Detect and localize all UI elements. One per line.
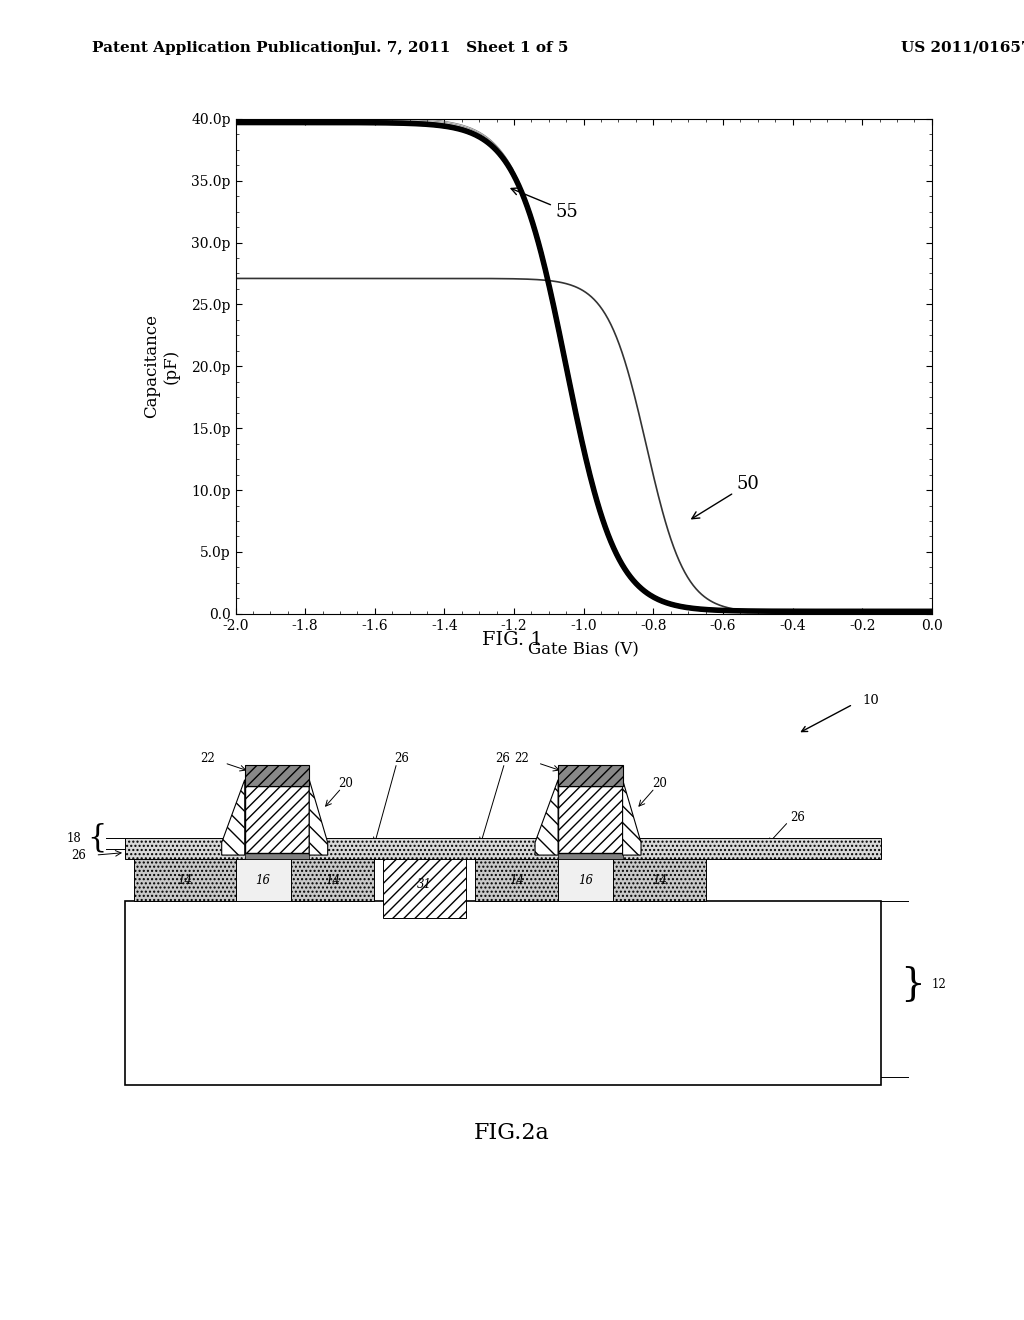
Y-axis label: Capacitance
(pF): Capacitance (pF) (143, 314, 180, 418)
Text: 14: 14 (325, 874, 340, 887)
Bar (558, 785, 623, 853)
Text: 31: 31 (417, 878, 432, 891)
Text: }: } (900, 966, 926, 1003)
Bar (383, 851, 466, 917)
Text: FIG. 1: FIG. 1 (481, 631, 543, 649)
Text: 14: 14 (177, 874, 193, 887)
Text: 16: 16 (579, 874, 593, 887)
Text: 30: 30 (583, 810, 598, 824)
Polygon shape (536, 780, 558, 855)
Bar (558, 764, 623, 785)
Polygon shape (222, 780, 245, 855)
Text: 20: 20 (652, 777, 667, 791)
Text: 20: 20 (339, 777, 353, 791)
Bar (125, 902, 881, 1085)
Text: 26: 26 (72, 849, 86, 862)
Bar (125, 838, 881, 859)
X-axis label: Gate Bias (V): Gate Bias (V) (528, 642, 639, 657)
Text: 16: 16 (256, 874, 270, 887)
Text: Patent Application Publication: Patent Application Publication (92, 41, 354, 54)
Bar (245, 764, 309, 785)
Polygon shape (309, 780, 328, 855)
Text: 26: 26 (791, 810, 805, 824)
Text: 14: 14 (652, 874, 667, 887)
Text: 14: 14 (509, 874, 524, 887)
Text: 10: 10 (862, 693, 879, 706)
Text: FIG.2a: FIG.2a (474, 1122, 550, 1143)
Bar (134, 851, 236, 902)
Bar (558, 859, 613, 902)
Bar (475, 851, 558, 902)
Bar (613, 851, 706, 902)
Text: 26: 26 (496, 752, 510, 766)
Bar (245, 785, 309, 853)
Bar (236, 859, 291, 902)
Text: 18: 18 (67, 832, 82, 845)
Text: 26: 26 (394, 752, 409, 766)
Text: 22: 22 (514, 752, 528, 766)
Text: Jul. 7, 2011   Sheet 1 of 5: Jul. 7, 2011 Sheet 1 of 5 (352, 41, 569, 54)
Text: 55: 55 (511, 187, 579, 220)
Bar (558, 853, 623, 859)
Text: 30: 30 (269, 810, 285, 824)
Bar (245, 853, 309, 859)
Bar (291, 851, 374, 902)
Text: US 2011/0165767 A1: US 2011/0165767 A1 (901, 41, 1024, 54)
Text: 50: 50 (692, 475, 760, 519)
Text: 12: 12 (932, 978, 946, 991)
Text: 22: 22 (201, 752, 215, 766)
Text: {: { (88, 822, 106, 854)
Polygon shape (623, 780, 641, 855)
